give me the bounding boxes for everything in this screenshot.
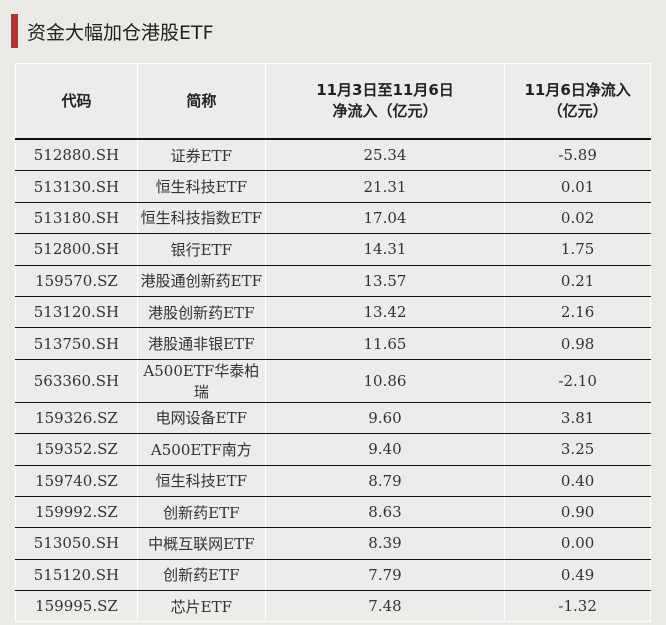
etf-inflow-table: 代码 简称 11月3日至11月6日 净流入（亿元） 11月6日净流入 （亿元） 51288… — [15, 63, 651, 623]
period-inflow-cell: 10.86 — [264, 359, 506, 403]
name-cell: A500ETF华泰柏瑞 — [136, 359, 266, 403]
code-cell: 159995.SZ — [15, 590, 138, 623]
page-title: 资金大幅加仓港股ETF — [11, 14, 214, 48]
column-header: 代码 — [15, 63, 138, 140]
table-row: 512880.SH 证券ETF 25.34 -5.89 — [15, 139, 651, 172]
name-cell: 港股创新药ETF — [136, 296, 266, 329]
period-inflow-cell: 11.65 — [264, 327, 506, 360]
table-row: 513120.SH 港股创新药ETF 13.42 2.16 — [15, 296, 651, 329]
code-cell: 513750.SH — [15, 327, 138, 360]
table-row: 513130.SH 恒生科技ETF 21.31 0.01 — [15, 170, 651, 203]
name-cell: 创新药ETF — [136, 496, 266, 529]
period-inflow-cell: 14.31 — [264, 233, 506, 266]
code-cell: 513050.SH — [15, 527, 138, 560]
name-cell: 证券ETF — [136, 139, 266, 172]
day-inflow-cell: 0.21 — [504, 265, 651, 297]
table-row: 159570.SZ 港股通创新药ETF 13.57 0.21 — [15, 265, 651, 297]
day-inflow-cell: -1.32 — [504, 590, 651, 623]
day-inflow-cell: 3.25 — [504, 433, 651, 466]
code-cell: 513130.SH — [15, 170, 138, 203]
code-cell: 159992.SZ — [15, 496, 138, 529]
title-accent-bar — [11, 14, 18, 48]
period-inflow-cell: 13.42 — [264, 296, 506, 329]
table-row: 159326.SZ 电网设备ETF 9.60 3.81 — [15, 402, 651, 435]
header-line: 净流入（亿元） — [332, 102, 438, 120]
code-cell: 159326.SZ — [15, 402, 138, 435]
code-cell: 513180.SH — [15, 202, 138, 235]
period-inflow-cell: 8.39 — [264, 527, 506, 560]
title-text: 资金大幅加仓港股ETF — [27, 21, 214, 44]
table-row: 513180.SH 恒生科技指数ETF 17.04 0.02 — [15, 202, 651, 235]
period-inflow-cell: 7.79 — [264, 559, 506, 592]
header-line: 11月6日净流入 — [524, 81, 631, 99]
table-row: 515120.SH 创新药ETF 7.79 0.49 — [15, 559, 651, 592]
table-row: 513750.SH 港股通非银ETF 11.65 0.98 — [15, 327, 651, 360]
day-inflow-cell: 2.16 — [504, 296, 651, 329]
period-inflow-cell: 9.40 — [264, 433, 506, 466]
code-cell: 512800.SH — [15, 233, 138, 266]
day-inflow-cell: 0.01 — [504, 170, 651, 203]
table-row: 159995.SZ 芯片ETF 7.48 -1.32 — [15, 590, 651, 623]
code-cell: 159352.SZ — [15, 433, 138, 466]
name-cell: 电网设备ETF — [136, 402, 266, 435]
day-inflow-cell: -5.89 — [504, 139, 651, 172]
period-inflow-cell: 17.04 — [264, 202, 506, 235]
name-cell: 恒生科技ETF — [136, 465, 266, 497]
name-cell: 港股通非银ETF — [136, 327, 266, 360]
day-inflow-cell: 0.40 — [504, 465, 651, 497]
day-inflow-cell: 0.02 — [504, 202, 651, 235]
period-inflow-cell: 13.57 — [264, 265, 506, 297]
table-row: 159352.SZ A500ETF南方 9.40 3.25 — [15, 433, 651, 466]
column-header: 简称 — [136, 63, 266, 140]
name-cell: 中概互联网ETF — [136, 527, 266, 560]
name-cell: 创新药ETF — [136, 559, 266, 592]
day-inflow-cell: 0.90 — [504, 496, 651, 529]
name-cell: 芯片ETF — [136, 590, 266, 623]
code-cell: 159740.SZ — [15, 465, 138, 497]
table-row: 159740.SZ 恒生科技ETF 8.79 0.40 — [15, 465, 651, 497]
table-row: 159992.SZ 创新药ETF 8.63 0.90 — [15, 496, 651, 529]
code-cell: 515120.SH — [15, 559, 138, 592]
day-inflow-cell: 3.81 — [504, 402, 651, 435]
code-cell: 563360.SH — [15, 359, 138, 403]
column-header: 11月3日至11月6日 净流入（亿元） — [264, 63, 506, 140]
table-row: 512800.SH 银行ETF 14.31 1.75 — [15, 233, 651, 266]
period-inflow-cell: 8.79 — [264, 465, 506, 497]
header-line: 代码 — [61, 91, 92, 110]
day-inflow-cell: 0.98 — [504, 327, 651, 360]
header-line: 11月3日至11月6日 — [316, 81, 454, 99]
name-cell: A500ETF南方 — [136, 433, 266, 466]
day-inflow-cell: -2.10 — [504, 359, 651, 403]
day-inflow-cell: 0.00 — [504, 527, 651, 560]
code-cell: 512880.SH — [15, 139, 138, 172]
period-inflow-cell: 25.34 — [264, 139, 506, 172]
table-row: 563360.SH A500ETF华泰柏瑞 10.86 -2.10 — [15, 359, 651, 403]
column-header: 11月6日净流入 （亿元） — [504, 63, 651, 140]
period-inflow-cell: 21.31 — [264, 170, 506, 203]
header-line: （亿元） — [547, 102, 608, 120]
name-cell: 港股通创新药ETF — [136, 265, 266, 297]
header-line: 简称 — [186, 91, 217, 110]
period-inflow-cell: 9.60 — [264, 402, 506, 435]
day-inflow-cell: 1.75 — [504, 233, 651, 266]
name-cell: 银行ETF — [136, 233, 266, 266]
name-cell: 恒生科技ETF — [136, 170, 266, 203]
table-row: 513050.SH 中概互联网ETF 8.39 0.00 — [15, 527, 651, 560]
code-cell: 513120.SH — [15, 296, 138, 329]
period-inflow-cell: 7.48 — [264, 590, 506, 623]
header-row: 代码 简称 11月3日至11月6日 净流入（亿元） 11月6日净流入 （亿元） — [15, 63, 651, 140]
name-cell: 恒生科技指数ETF — [136, 202, 266, 235]
day-inflow-cell: 0.49 — [504, 559, 651, 592]
code-cell: 159570.SZ — [15, 265, 138, 297]
period-inflow-cell: 8.63 — [264, 496, 506, 529]
